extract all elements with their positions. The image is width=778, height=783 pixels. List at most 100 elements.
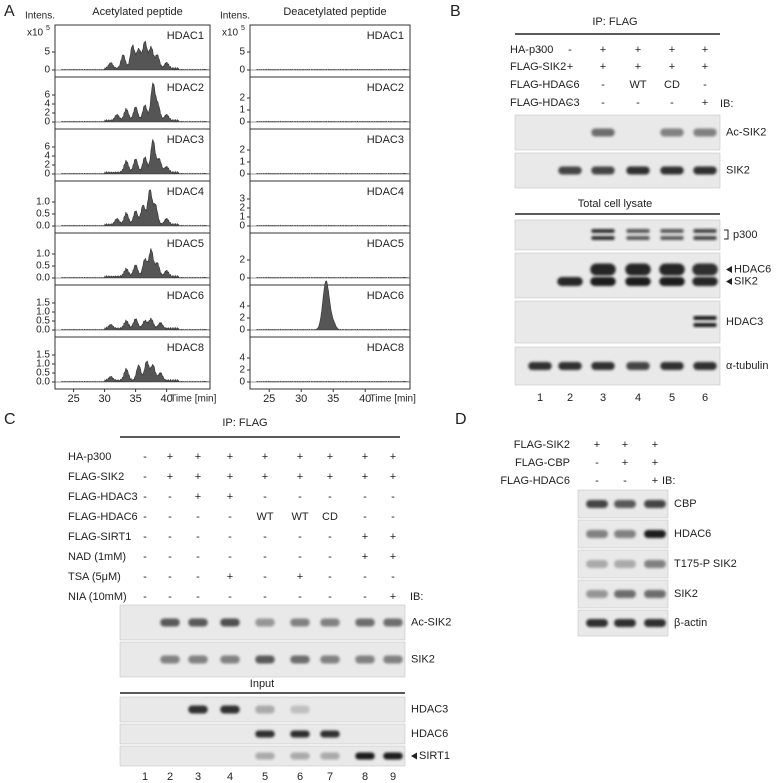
- condition-value: +: [195, 491, 201, 503]
- blot-band: [290, 730, 310, 738]
- condition-value: WT: [629, 79, 646, 91]
- blot-box: [514, 219, 721, 251]
- plot-name: HDAC4: [367, 186, 404, 198]
- y-tick-label: 1.5: [36, 350, 50, 361]
- ib-label: IB:: [410, 591, 423, 603]
- x-tick-label: 35: [327, 393, 339, 405]
- blot-band: [255, 752, 275, 760]
- condition-label: FLAG-HDAC3: [510, 97, 580, 109]
- condition-value: +: [195, 451, 201, 463]
- condition-value: -: [196, 531, 200, 543]
- condition-value: -: [595, 457, 599, 469]
- condition-value: +: [297, 571, 303, 583]
- condition-value: -: [143, 551, 147, 563]
- condition-value: -: [601, 79, 605, 91]
- section-title: Total cell lysate: [578, 198, 653, 210]
- condition-value: -: [143, 471, 147, 483]
- blot-band: [660, 229, 684, 233]
- condition-value: +: [567, 61, 573, 73]
- blot-band: [220, 618, 240, 627]
- condition-label: FLAG-HDAC6: [500, 475, 570, 487]
- blot-band: [693, 323, 717, 327]
- blot-band: [693, 229, 717, 233]
- condition-value: -: [568, 44, 572, 56]
- lane-number: 3: [195, 771, 201, 783]
- y-tick-label: 0: [239, 65, 245, 76]
- condition-value: -: [143, 511, 147, 523]
- section-title: Input: [250, 678, 274, 690]
- condition-value: -: [538, 61, 542, 73]
- condition-value: -: [196, 571, 200, 583]
- plot-name: HDAC2: [367, 82, 404, 94]
- blot-band: [188, 618, 208, 627]
- condition-value: -: [391, 511, 395, 523]
- condition-value: +: [600, 44, 606, 56]
- plot-name: HDAC6: [367, 290, 404, 302]
- condition-value: -: [601, 97, 605, 109]
- blot-band: [660, 128, 684, 137]
- blot-band: [557, 277, 583, 286]
- condition-value: -: [568, 97, 572, 109]
- condition-value: +: [227, 491, 233, 503]
- y-tick-label: 1.0: [36, 307, 50, 318]
- chromatogram-trace: [250, 68, 411, 71]
- condition-value: +: [227, 571, 233, 583]
- condition-value: -: [298, 491, 302, 503]
- blot-band: [660, 362, 684, 370]
- x-tick-label: 35: [129, 393, 141, 405]
- y-tick-label: 2: [239, 313, 245, 324]
- blot-label: SIK2: [726, 164, 750, 176]
- chromatogram-trace: [55, 317, 211, 331]
- y-tick-label: 2: [239, 255, 245, 266]
- blot-label: HDAC6: [411, 728, 448, 740]
- condition-value: +: [669, 44, 675, 56]
- condition-value: -: [196, 591, 200, 603]
- blot-band: [320, 655, 340, 664]
- condition-value: +: [702, 61, 708, 73]
- condition-value: +: [635, 61, 641, 73]
- plot-name: HDAC3: [367, 134, 404, 146]
- blot-label: β-actin: [674, 617, 707, 629]
- blot-band: [644, 560, 666, 568]
- blot-band: [591, 362, 615, 370]
- y-tick-label: 0.5: [36, 209, 50, 220]
- condition-value: -: [623, 475, 627, 487]
- blot-band: [591, 229, 615, 233]
- y-tick-label: 2: [44, 160, 50, 171]
- condition-label: HA-p300: [68, 451, 111, 463]
- condition-value: -: [143, 491, 147, 503]
- lane-number: 5: [262, 771, 268, 783]
- condition-value: -: [670, 97, 674, 109]
- blot-band: [644, 530, 666, 538]
- y-tick-label: 0: [239, 377, 245, 388]
- lane-number: 5: [669, 392, 675, 404]
- blot-label: SIRT1: [419, 750, 450, 762]
- chromatogram-trace: [55, 360, 211, 383]
- blot-band: [320, 730, 340, 738]
- condition-label: FLAG-CBP: [515, 457, 570, 469]
- blot-band: [160, 655, 180, 664]
- condition-value: +: [390, 451, 396, 463]
- condition-value: +: [702, 44, 708, 56]
- condition-label: FLAG-HDAC6: [510, 79, 580, 91]
- condition-value: +: [262, 451, 268, 463]
- blot-band: [255, 618, 275, 627]
- y-tick-label: 0: [239, 221, 245, 232]
- y-tick-label: 0.5: [36, 368, 50, 379]
- condition-value: +: [702, 97, 708, 109]
- x-axis-label: Time [min]: [370, 394, 417, 405]
- panel-letter: A: [4, 3, 15, 20]
- condition-value: +: [167, 471, 173, 483]
- y-tick-label: 4: [239, 301, 245, 312]
- lane-number: 3: [600, 392, 606, 404]
- blot-band: [160, 618, 180, 627]
- scale-factor: x10: [222, 28, 239, 39]
- section-title: IP: FLAG: [222, 417, 267, 429]
- condition-value: -: [298, 531, 302, 543]
- plot-name: HDAC4: [167, 186, 204, 198]
- y-tick-label: 0: [44, 65, 50, 76]
- condition-value: -: [363, 511, 367, 523]
- y-tick-label: 4: [44, 151, 50, 162]
- y-tick-label: 2: [44, 108, 50, 119]
- y-tick-label: 1.0: [36, 249, 50, 260]
